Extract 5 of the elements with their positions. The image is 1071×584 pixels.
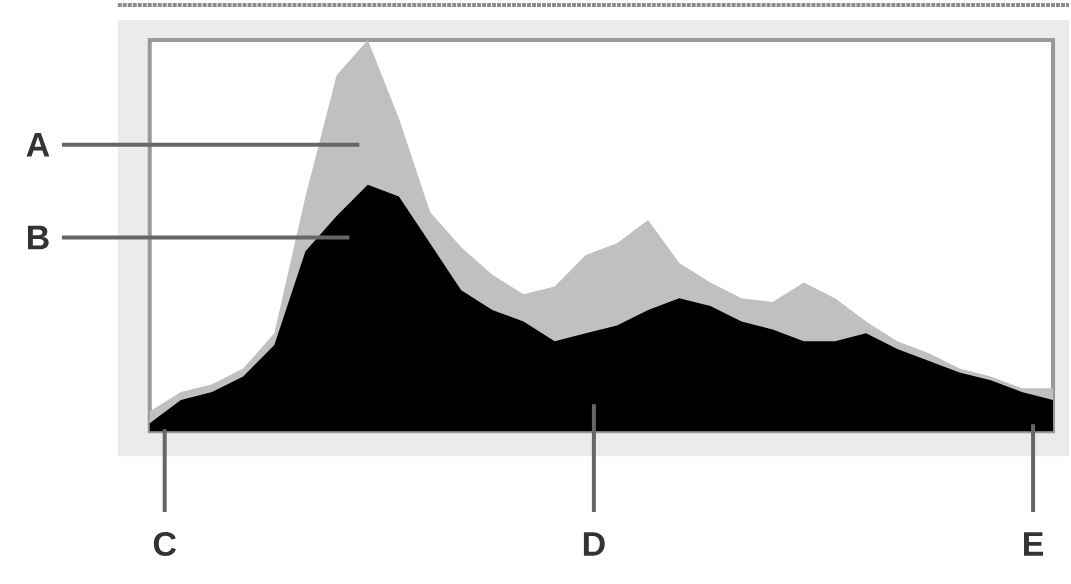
text: B	[27, 225, 49, 250]
text: C	[153, 531, 177, 557]
text: D	[583, 532, 605, 556]
text: E	[1024, 532, 1044, 556]
text: A	[26, 133, 50, 157]
